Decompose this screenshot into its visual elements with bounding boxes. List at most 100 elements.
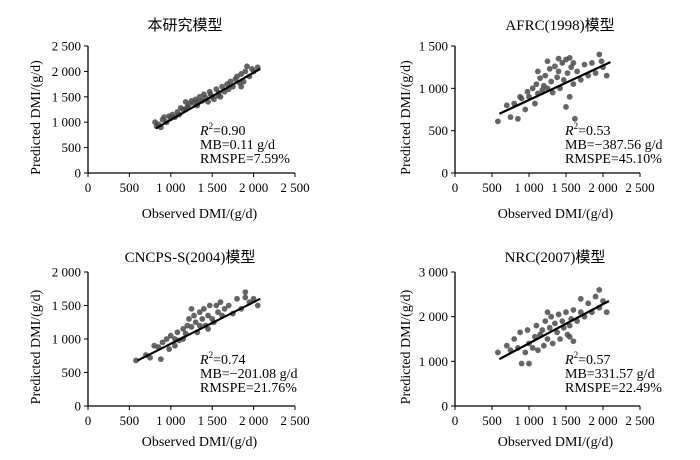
chart-title: CNCPS-S(2004)模型 (125, 249, 256, 266)
data-point (542, 72, 549, 79)
chart-title: 本研究模型 (147, 17, 222, 34)
x-tick-label: 0 (85, 180, 92, 195)
data-point (566, 333, 573, 340)
data-point (234, 295, 240, 302)
data-point (544, 309, 551, 316)
data-point (534, 68, 541, 75)
x-axis-label: Observed DMI/(g/d) (498, 207, 614, 222)
chart-panel-1: 本研究模型 0 500 1 000 1 500 2 000 2 500 0 500 1 000 1 … (29, 17, 310, 222)
mb-annotation: MB=0.11 g/d (200, 138, 275, 153)
data-point (495, 349, 501, 356)
y-tick-label: 2 000 (419, 309, 448, 324)
r2-annotation: R2=0.74 (199, 350, 245, 368)
x-tick-label: 1 000 (156, 180, 185, 195)
data-point (546, 65, 553, 72)
data-point (495, 118, 501, 125)
data-point (557, 336, 563, 342)
data-point (603, 72, 610, 79)
mb-annotation: MB=−387.56 g/d (565, 138, 662, 153)
data-point (559, 318, 566, 325)
fit-line (498, 61, 611, 115)
data-point (213, 302, 220, 309)
y-tick-label: 0 (75, 166, 82, 181)
data-point (554, 74, 561, 81)
data-point (592, 293, 599, 300)
data-point (515, 115, 521, 122)
data-point (180, 326, 187, 332)
y-tick-label: 2 000 (52, 64, 81, 79)
x-axis-label: Observed DMI/(g/d) (142, 207, 258, 222)
data-point (242, 294, 249, 301)
x-tick-label: 2 500 (280, 413, 309, 428)
data-point (174, 329, 181, 336)
data-point (196, 309, 203, 316)
data-point (566, 322, 573, 329)
y-tick-label: 1 500 (52, 298, 81, 313)
data-point (254, 302, 261, 309)
data-point (574, 68, 580, 75)
data-point (566, 93, 573, 100)
y-tick-label: 500 (62, 365, 82, 380)
data-point (534, 347, 541, 354)
rmspe-annotation: RMSPE=7.59% (200, 152, 290, 167)
data-point (555, 55, 562, 62)
r2-superscript: 2 (574, 350, 579, 360)
data-point (522, 349, 529, 356)
y-tick-label: 1 000 (419, 81, 448, 96)
chart-panel-4: NRC(2007)模型 0 500 1 000 1 500 2 000 2 500 0 1 00… (399, 249, 662, 450)
rmspe-annotation: RMSPE=21.76% (200, 381, 297, 396)
data-point (166, 346, 173, 352)
data-point (242, 68, 249, 75)
data-point (570, 338, 577, 345)
r2-symbol: R (199, 124, 209, 139)
data-point (549, 89, 556, 96)
rmspe-annotation: RMSPE=22.49% (565, 381, 662, 396)
data-point (524, 327, 531, 333)
data-point (238, 83, 245, 90)
data-point (210, 96, 217, 103)
y-axis-label: Predicted DMI/(g/d) (399, 60, 414, 175)
r2-annotation: R2=0.57 (564, 350, 610, 368)
data-point (596, 51, 603, 58)
data-point (571, 115, 578, 122)
r2-superscript: 2 (574, 121, 579, 131)
data-point (552, 320, 558, 327)
x-tick-label: 2 500 (625, 413, 654, 428)
data-point (133, 357, 139, 364)
data-point (188, 305, 195, 312)
data-point (188, 324, 195, 330)
data-point (577, 295, 584, 302)
data-point (532, 100, 538, 107)
y-axis-label: Predicted DMI/(g/d) (399, 289, 414, 404)
data-point (206, 302, 213, 309)
data-point (163, 336, 170, 342)
y-tick-label: 500 (429, 123, 449, 138)
data-point (540, 342, 547, 349)
x-tick-label: 500 (120, 413, 140, 428)
x-tick-label: 2 000 (239, 413, 268, 428)
y-tick-label: 2 500 (52, 39, 81, 54)
data-point (570, 307, 577, 313)
data-point (518, 360, 525, 367)
data-point (503, 102, 510, 109)
x-tick-label: 0 (85, 413, 92, 428)
x-tick-label: 500 (482, 413, 502, 428)
data-point (563, 104, 569, 110)
y-tick-label: 2 000 (52, 265, 81, 280)
x-tick-label: 1 500 (551, 180, 580, 195)
data-point (546, 324, 553, 331)
x-tick-label: 2 000 (588, 413, 617, 428)
y-tick-label: 1 500 (419, 39, 448, 54)
r2-value: =0.90 (213, 124, 245, 139)
data-point (539, 327, 546, 333)
y-tick-label: 1 500 (52, 89, 81, 104)
data-point (537, 75, 543, 82)
x-tick-label: 0 (452, 413, 459, 428)
x-tick-label: 1 500 (551, 413, 580, 428)
data-point (564, 70, 571, 76)
r2-symbol: R (564, 353, 574, 368)
y-axis-label: Predicted DMI/(g/d) (29, 60, 44, 175)
data-point (524, 88, 531, 95)
data-point (522, 106, 529, 113)
